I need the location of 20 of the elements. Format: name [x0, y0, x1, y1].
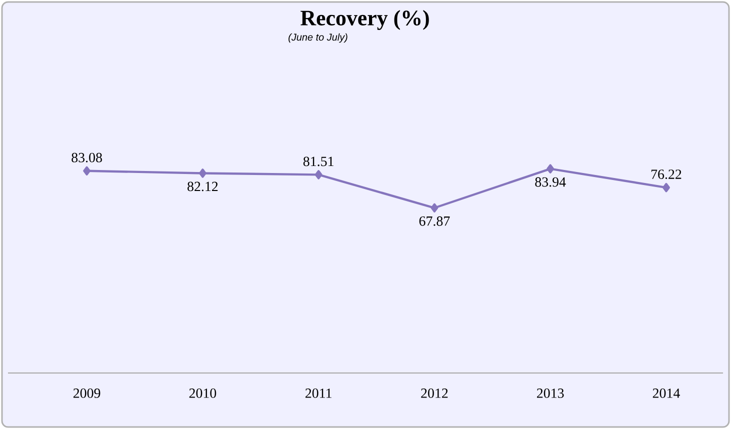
x-tick-label: 2012	[421, 388, 448, 398]
point	[546, 164, 554, 174]
point	[83, 166, 91, 176]
data-label: 67.87	[419, 216, 450, 226]
chart-title: Recovery (%)	[300, 10, 429, 30]
chart-subtitle: (June to July)	[288, 33, 348, 43]
point	[314, 170, 322, 180]
data-label: 82.12	[188, 182, 218, 192]
data-label: 83.94	[535, 177, 566, 187]
x-tick-label: 2013	[537, 388, 564, 398]
data-label: 76.22	[651, 170, 682, 180]
x-tick-label: 2014	[652, 388, 680, 398]
x-tick-label: 2010	[189, 388, 216, 398]
point	[430, 203, 438, 212]
data-label: 81.51	[303, 156, 334, 166]
x-tick-label: 2011	[305, 388, 332, 398]
point	[662, 182, 670, 192]
data-label: 83.08	[72, 152, 102, 162]
x-tick-label: 2009	[73, 388, 100, 398]
point	[198, 168, 206, 178]
